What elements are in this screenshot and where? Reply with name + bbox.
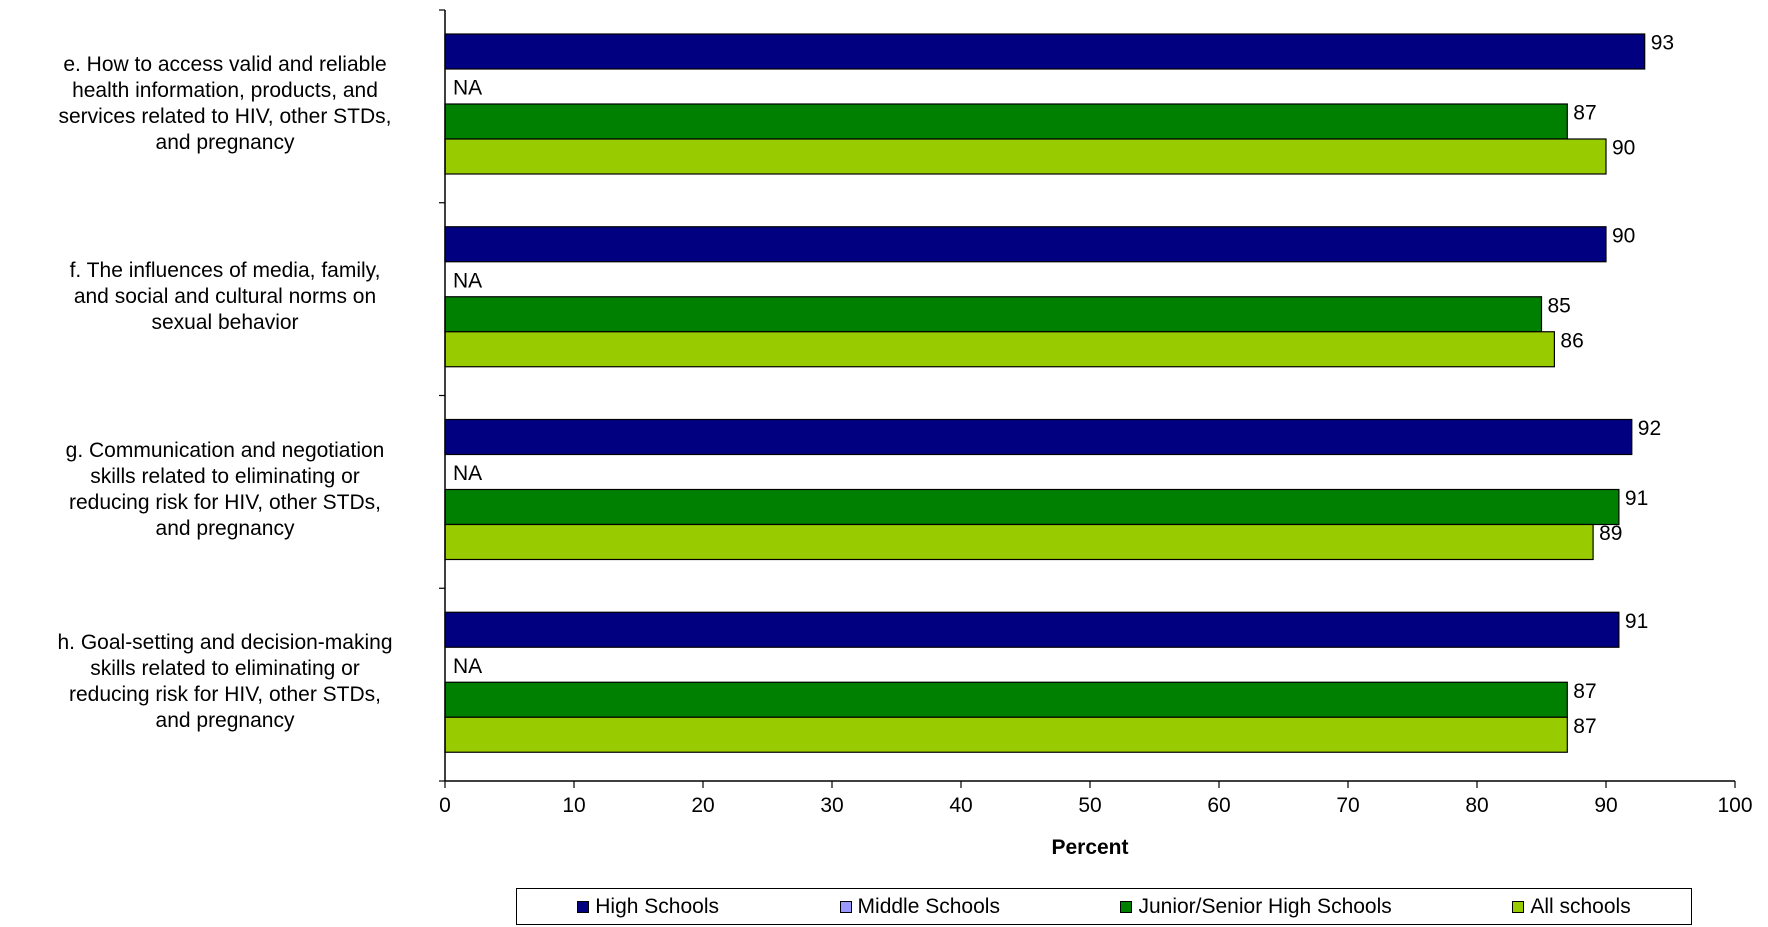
legend-label: Middle Schools bbox=[857, 894, 1000, 918]
data-label: 91 bbox=[1625, 610, 1648, 633]
legend-label: All schools bbox=[1530, 894, 1631, 918]
data-label: 90 bbox=[1612, 137, 1635, 160]
legend-swatch-icon bbox=[839, 900, 852, 913]
axes-group: 0 10 20 30 40 50 60 70 80 90 100 bbox=[439, 9, 1753, 817]
legend-item-junior-senior-high-schools: Junior/Senior High Schools bbox=[1120, 894, 1392, 919]
x-axis-title: Percent bbox=[1051, 836, 1129, 859]
x-tick-label: 50 bbox=[1078, 794, 1101, 817]
bar bbox=[444, 523, 1594, 561]
data-label: 90 bbox=[1612, 224, 1635, 247]
x-tick-label: 10 bbox=[562, 794, 585, 817]
legend-swatch-icon bbox=[1120, 900, 1133, 913]
data-label: 89 bbox=[1599, 522, 1622, 545]
na-label: NA bbox=[453, 462, 482, 485]
bar bbox=[444, 488, 1620, 526]
bar bbox=[444, 418, 1633, 456]
x-tick-label: 80 bbox=[1465, 794, 1488, 817]
bar bbox=[444, 296, 1543, 333]
bar bbox=[444, 681, 1568, 718]
legend: High Schools Middle Schools Junior/Senio… bbox=[516, 888, 1692, 925]
x-tick-label: 90 bbox=[1594, 794, 1617, 817]
x-tick-label: 0 bbox=[439, 794, 451, 817]
legend-item-all-schools: All schools bbox=[1512, 894, 1631, 919]
x-tick-label: 40 bbox=[949, 794, 972, 817]
legend-swatch-icon bbox=[1512, 900, 1525, 913]
legend-label: High Schools bbox=[595, 894, 719, 918]
legend-label: Junior/Senior High Schools bbox=[1138, 894, 1392, 918]
x-tick-label: 60 bbox=[1207, 794, 1230, 817]
data-label: 91 bbox=[1625, 487, 1648, 510]
bar bbox=[444, 611, 1620, 648]
na-label: NA bbox=[453, 77, 482, 100]
legend-item-middle-schools: Middle Schools bbox=[839, 894, 1000, 919]
data-label: 92 bbox=[1638, 417, 1661, 440]
legend-item-high-schools: High Schools bbox=[577, 895, 719, 919]
na-label: NA bbox=[453, 655, 482, 678]
category-label: e. How to access valid and reliable heal… bbox=[58, 53, 392, 154]
data-label: 87 bbox=[1573, 715, 1596, 738]
x-tick-label: 70 bbox=[1336, 794, 1359, 817]
data-label: 86 bbox=[1560, 329, 1583, 352]
bar bbox=[444, 138, 1607, 175]
x-tick-label: 20 bbox=[691, 794, 714, 817]
bar bbox=[444, 716, 1568, 753]
category-label: f. The influences of media, family, and … bbox=[69, 258, 381, 334]
data-label: 87 bbox=[1573, 680, 1596, 703]
x-tick-label: 100 bbox=[1717, 794, 1752, 817]
data-label: 93 bbox=[1651, 32, 1674, 55]
bar bbox=[444, 331, 1556, 368]
bar bbox=[444, 103, 1568, 140]
category-label: h. Goal-setting and decision-making skil… bbox=[57, 631, 393, 733]
category-label: g. Communication and negotiation skills … bbox=[65, 438, 385, 540]
bar bbox=[444, 226, 1607, 263]
na-label: NA bbox=[453, 269, 482, 292]
bar bbox=[444, 33, 1646, 70]
data-label: 87 bbox=[1573, 102, 1596, 125]
data-label: 85 bbox=[1548, 294, 1571, 317]
legend-swatch-icon bbox=[577, 900, 590, 913]
x-tick-label: 30 bbox=[820, 794, 843, 817]
